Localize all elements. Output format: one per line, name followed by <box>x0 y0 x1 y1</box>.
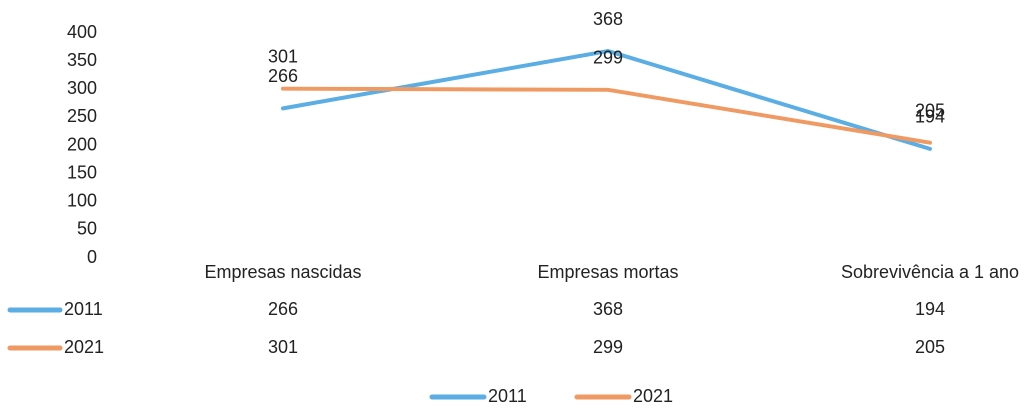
data-label: 205 <box>915 100 945 120</box>
x-tick-label: Sobrevivência a 1 ano <box>841 262 1019 282</box>
y-tick-label: 250 <box>67 106 97 126</box>
y-tick-label: 0 <box>87 247 97 267</box>
y-tick-label: 50 <box>77 219 97 239</box>
series-line <box>281 86 932 145</box>
y-tick-label: 100 <box>67 191 97 211</box>
table-cell: 205 <box>915 337 945 357</box>
legend-label: 2021 <box>633 386 673 406</box>
table-cell: 266 <box>268 299 298 319</box>
data-label: 194 <box>915 107 945 127</box>
y-tick-label: 400 <box>67 22 97 42</box>
y-tick-label: 200 <box>67 134 97 154</box>
data-label: 299 <box>593 48 623 68</box>
y-tick-label: 300 <box>67 78 97 98</box>
x-tick-label: Empresas mortas <box>537 262 678 282</box>
table-row-label: 2021 <box>64 337 104 357</box>
table-cell: 301 <box>268 337 298 357</box>
y-tick-label: 350 <box>67 50 97 70</box>
y-tick-label: 150 <box>67 162 97 182</box>
table-cell: 299 <box>593 337 623 357</box>
table-row-label: 2011 <box>64 299 103 319</box>
x-tick-label: Empresas nascidas <box>204 262 361 282</box>
data-label: 301 <box>268 46 298 66</box>
data-label: 266 <box>268 66 298 86</box>
data-label: 368 <box>593 9 623 29</box>
legend-label: 2011 <box>488 386 527 406</box>
table-cell: 194 <box>915 299 945 319</box>
table-cell: 368 <box>593 299 623 319</box>
